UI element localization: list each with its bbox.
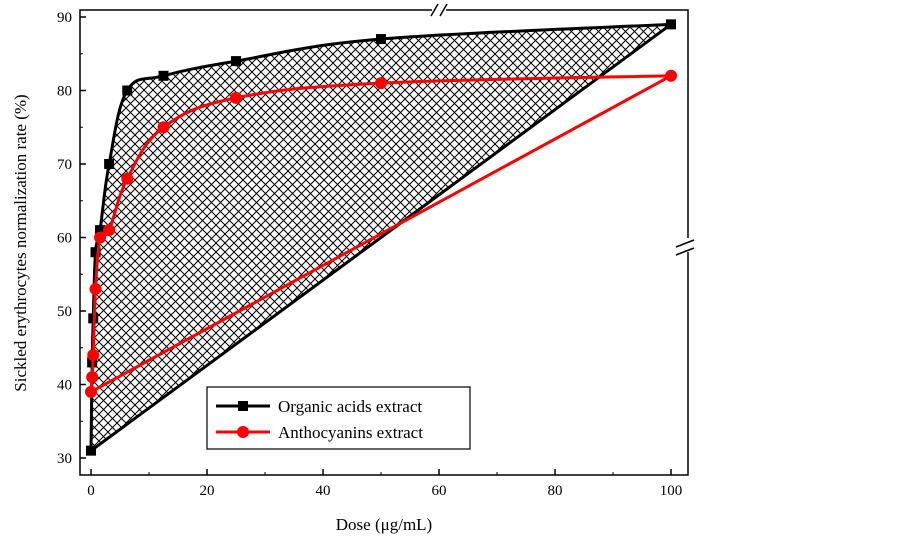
data-point-organic-acids	[95, 225, 106, 236]
data-point-anthocyanins	[103, 224, 116, 237]
y-tick-label: 70	[57, 157, 72, 173]
y-tick-label: 50	[57, 304, 72, 320]
x-tick-label: 40	[316, 483, 331, 499]
data-point-anthocyanins	[94, 231, 107, 244]
x-tick-label: 60	[432, 483, 447, 499]
data-point-anthocyanins	[85, 385, 97, 398]
data-point-organic-acids	[376, 34, 386, 45]
data-point-organic-acids	[231, 56, 241, 67]
axis-breaks	[430, 3, 695, 256]
legend-marker-square	[238, 401, 248, 411]
x-tick-label: 100	[660, 483, 683, 499]
x-tick-label: 80	[548, 483, 563, 499]
data-point-anthocyanins	[86, 371, 99, 384]
data-point-anthocyanins	[375, 77, 387, 90]
y-tick-label: 90	[57, 10, 72, 26]
data-point-anthocyanins	[121, 172, 134, 185]
data-point-organic-acids	[104, 159, 115, 169]
y-tick-label: 60	[57, 231, 72, 247]
legend-marker-circle	[237, 426, 249, 438]
legend-label-anthocyanins: Anthocyanins extract	[278, 423, 423, 442]
data-point-anthocyanins	[665, 69, 677, 82]
data-point-organic-acids	[122, 85, 133, 96]
legend-label-organic: Organic acids extract	[278, 397, 422, 416]
data-point-organic-acids	[90, 247, 101, 258]
series-layer	[85, 19, 677, 456]
y-tick-label: 80	[57, 84, 72, 100]
data-point-anthocyanins	[87, 349, 100, 362]
x-tick-label: 0	[87, 483, 95, 499]
y-tick-label: 40	[57, 378, 72, 394]
y-axis-label: Sickled erythrocytes normalization rate …	[11, 94, 30, 391]
x-tick-label: 20	[200, 483, 215, 499]
data-point-organic-acids	[86, 445, 96, 456]
y-tick-label: 30	[57, 451, 72, 467]
ticks: 0 20 40 60 80 100 30 40 50 60 70 80 90	[57, 10, 682, 499]
data-point-anthocyanins	[157, 121, 170, 134]
legend: Organic acids extract Anthocyanins extra…	[206, 386, 471, 450]
data-point-anthocyanins	[89, 282, 102, 295]
x-axis-label: Dose (μg/mL)	[336, 515, 432, 534]
data-point-organic-acids	[666, 19, 676, 30]
data-point-anthocyanins	[230, 91, 242, 104]
data-point-organic-acids	[158, 70, 169, 81]
